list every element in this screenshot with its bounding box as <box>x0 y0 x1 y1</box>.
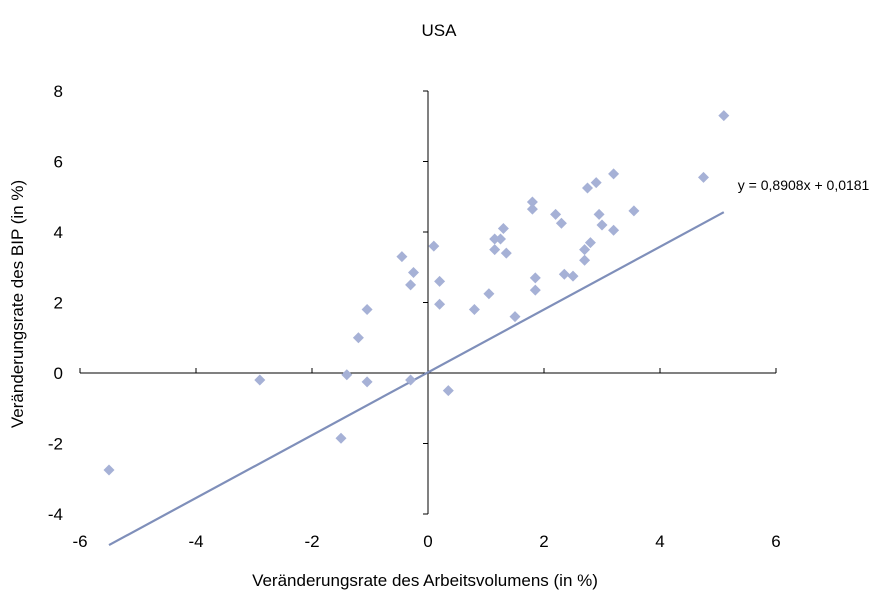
data-point <box>608 168 620 180</box>
data-point <box>434 298 446 310</box>
data-point <box>567 270 579 282</box>
data-point <box>361 376 373 388</box>
trendline <box>108 211 725 547</box>
data-point <box>489 233 501 245</box>
data-point <box>500 247 512 259</box>
data-point <box>495 233 506 245</box>
data-point <box>579 254 591 266</box>
data-point <box>405 279 417 291</box>
data-point <box>550 208 562 220</box>
y-tick-label: 8 <box>54 82 63 101</box>
data-point <box>628 205 640 217</box>
data-point <box>483 288 495 300</box>
x-tick-label: 4 <box>655 532 664 551</box>
y-axis-label: Veränderungsrate des BIP (in %) <box>8 180 27 428</box>
y-tick-label: 6 <box>54 153 63 172</box>
y-tick-label: 2 <box>54 294 63 313</box>
x-tick-label: 2 <box>539 532 548 551</box>
data-point <box>529 272 541 284</box>
data-point <box>590 177 602 189</box>
data-point <box>596 219 608 231</box>
data-point <box>428 240 440 252</box>
x-tick-label: 0 <box>423 532 432 551</box>
axes: -6 -4 -2 0 2 4 6 -4 -2 0 2 4 6 8 <box>48 82 781 551</box>
trendline-group <box>108 211 725 547</box>
data-point <box>468 304 480 316</box>
data-points <box>103 110 730 476</box>
data-point <box>698 171 709 183</box>
data-point <box>103 464 115 476</box>
x-tick-label: -4 <box>188 532 203 551</box>
data-point <box>442 385 454 397</box>
trendline-equation: y = 0,8908x + 0,0181 <box>738 177 870 193</box>
x-tick-label: -2 <box>304 532 319 551</box>
chart-title: USA <box>422 21 458 40</box>
data-point <box>405 374 417 386</box>
data-point <box>593 208 605 220</box>
x-tick-label: 6 <box>771 532 780 551</box>
data-point <box>254 374 266 386</box>
y-tick-label: 4 <box>54 223 63 242</box>
data-point <box>558 268 570 280</box>
data-point <box>582 182 593 194</box>
data-point <box>608 224 620 236</box>
y-tick-label: -2 <box>48 435 63 454</box>
data-point <box>341 369 353 381</box>
data-point <box>408 267 419 279</box>
data-point <box>526 203 538 215</box>
data-point <box>579 244 591 256</box>
data-point <box>584 237 596 249</box>
x-tick-label: -6 <box>72 532 87 551</box>
data-point <box>489 244 501 256</box>
data-point <box>526 196 538 208</box>
data-point <box>555 217 567 229</box>
y-tick-label: 0 <box>54 364 63 383</box>
y-tick-label: -4 <box>48 505 63 524</box>
data-point <box>718 110 730 122</box>
data-point <box>509 311 521 323</box>
data-point <box>335 432 347 444</box>
data-point <box>396 251 408 263</box>
data-point <box>434 275 446 287</box>
data-point <box>497 222 509 234</box>
data-point <box>361 304 373 316</box>
data-point <box>352 332 364 344</box>
x-axis-label: Veränderungsrate des Arbeitsvolumens (in… <box>252 571 598 590</box>
data-point <box>529 284 541 296</box>
